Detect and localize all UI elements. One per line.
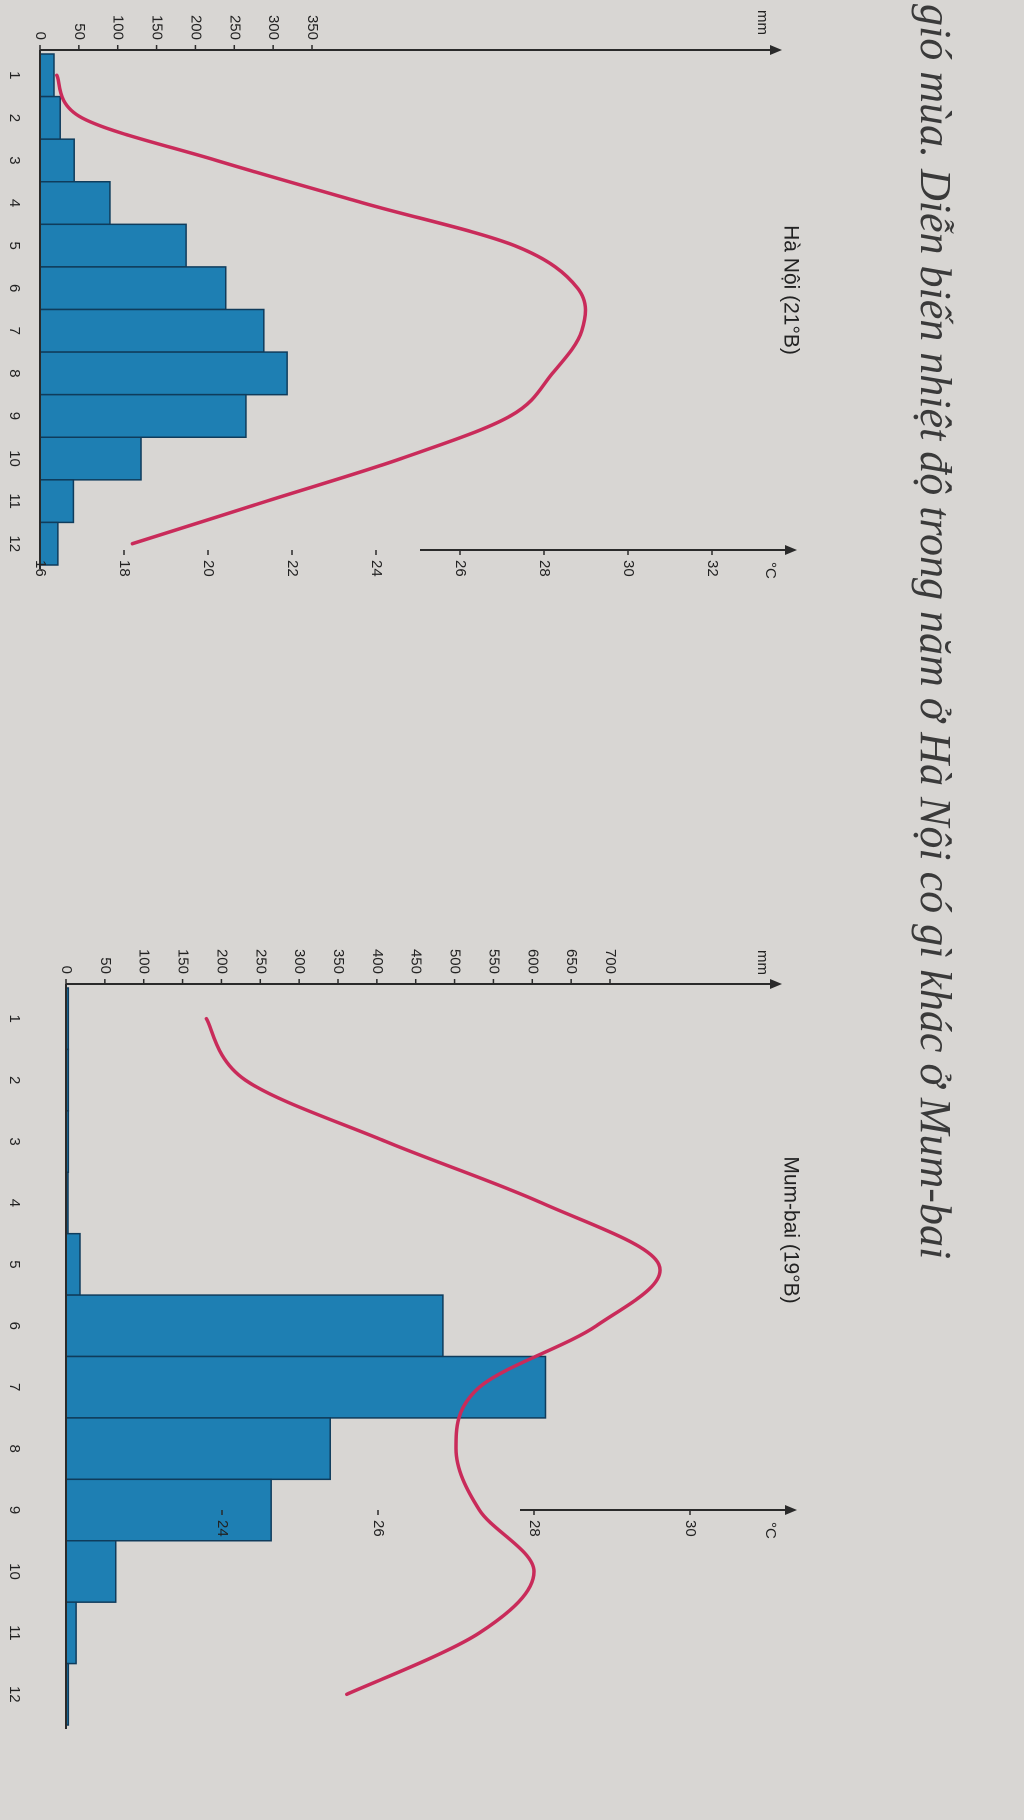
c1-temp-unit-label: °C: [762, 562, 779, 579]
c2-rain-tick-label: 550: [485, 949, 502, 974]
c2-rain-bar-9: [65, 1478, 272, 1542]
c2-rain-bar-6: [65, 1294, 444, 1358]
c2-rain-tick-label: 300: [291, 949, 308, 974]
c1-month-label: 3: [6, 156, 23, 164]
c1-rain-tick-label: 350: [304, 15, 321, 40]
c2-month-label: 2: [6, 1076, 23, 1084]
c2-temp-axis-arrow: [785, 1505, 797, 1515]
c2-rain-bar-7: [65, 1355, 547, 1419]
c2-rain-axis-arrow: [770, 979, 782, 989]
c1-rain-bar-9: [39, 393, 247, 438]
c2-rain-bar-10: [65, 1540, 117, 1603]
c2-month-label: 3: [6, 1137, 23, 1145]
c1-temp-tick-label: 28: [536, 560, 553, 577]
c1-month-label: 7: [6, 327, 23, 335]
c1-rain-tick-label: 150: [149, 15, 166, 40]
c2-rain-tick-label: 350: [330, 949, 347, 974]
c2-rain-tick-label: 700: [602, 949, 619, 974]
c1-month-label: 8: [6, 369, 23, 377]
c1-rain-bar-12: [39, 521, 59, 566]
c2-rain-tick-label: 50: [97, 957, 114, 974]
c2-rain-tick-label: 600: [524, 949, 541, 974]
c2-rain-tick-label: 100: [136, 949, 153, 974]
c2-month-label: 8: [6, 1444, 23, 1452]
c2-rain-tick-label: 400: [369, 949, 386, 974]
c2-month-label: 5: [6, 1260, 23, 1268]
c2-month-label: 12: [6, 1686, 23, 1703]
c1-rain-tick-label: 300: [265, 15, 282, 40]
c1-rain-bar-3: [39, 138, 75, 183]
c2-month-label: 1: [6, 1015, 23, 1023]
c2-rain-tick-label: 0: [58, 966, 75, 974]
c1-month-label: 11: [6, 493, 23, 509]
c2-temp-tick-label: 28: [526, 1520, 543, 1537]
c1-month-label: 6: [6, 284, 23, 292]
c1-month-label: 4: [6, 199, 23, 207]
c1-temp-tick-label: 26: [452, 560, 469, 577]
c1-rain-bar-8: [39, 351, 288, 396]
c1-month-label: 1: [6, 71, 23, 79]
c2-temp-unit-label: °C: [762, 1522, 779, 1539]
c1-month-label: 9: [6, 412, 23, 420]
c1-rain-tick-label: 200: [187, 15, 204, 40]
c2-month-label: 7: [6, 1383, 23, 1391]
c1-temp-tick-label: 32: [704, 560, 721, 577]
c1-rain-axis-arrow: [770, 45, 782, 55]
c1-month-label: 5: [6, 241, 23, 249]
c1-rain-bar-6: [39, 266, 227, 311]
c2-temp-tick-label: 30: [682, 1520, 699, 1537]
c1-rain-bar-5: [39, 223, 187, 268]
c2-month-label: 4: [6, 1199, 23, 1207]
c1-rain-bar-4: [39, 181, 111, 226]
c1-rain-bar-2: [39, 95, 61, 140]
c1-rain-tick-label: 50: [71, 23, 88, 40]
c1-rain-unit-label: mm: [754, 10, 771, 35]
c1-rain-bar-10: [39, 436, 142, 481]
c1-rain-tick-label: 250: [226, 15, 243, 40]
c2-month-label: 10: [6, 1563, 23, 1580]
c2-temp-tick-label: 26: [370, 1520, 387, 1537]
c2-rain-tick-label: 450: [408, 949, 425, 974]
c2-rain-tick-label: 500: [447, 949, 464, 974]
c2-month-label: 11: [6, 1625, 23, 1641]
c2-rain-tick-label: 150: [175, 949, 192, 974]
c1-rain-bar-1: [39, 53, 55, 98]
c1-month-label: 10: [6, 450, 23, 467]
c1-month-label: 12: [6, 535, 23, 552]
c2-temperature-line: [204, 1016, 662, 1697]
c2-rain-tick-label: 200: [213, 949, 230, 974]
c1-rain-tick-label: 100: [110, 15, 127, 40]
c1-rain-tick-label: 0: [32, 32, 49, 40]
c1-temp-tick-label: 16: [32, 560, 49, 577]
c1-month-label: 2: [6, 114, 23, 122]
c2-rain-bar-11: [65, 1601, 77, 1665]
c2-temp-tick-label: 24: [214, 1520, 231, 1537]
c1-temp-tick-label: 22: [284, 560, 301, 577]
c2-rain-bar-5: [65, 1232, 81, 1296]
c1-temp-tick-label: 20: [200, 560, 217, 577]
c1-temp-tick-label: 24: [368, 560, 385, 577]
c2-month-label: 9: [6, 1506, 23, 1514]
c2-rain-bar-8: [65, 1417, 331, 1481]
c2-rain-tick-label: 650: [563, 949, 580, 974]
c2-month-label: 6: [6, 1322, 23, 1330]
c1-temp-tick-label: 18: [116, 560, 133, 577]
c1-temperature-line: [55, 73, 588, 546]
c1-temp-tick-label: 30: [620, 560, 637, 577]
c2-rain-unit-label: mm: [754, 950, 771, 975]
c2-chart-title: Mum-bai (19°B): [779, 1156, 802, 1303]
c1-rain-bar-7: [39, 308, 265, 353]
c1-chart-title: Hà Nội (21°B): [779, 225, 802, 355]
c1-temp-axis-arrow: [785, 545, 797, 555]
c2-rain-tick-label: 250: [252, 949, 269, 974]
c1-rain-bar-11: [39, 479, 75, 524]
